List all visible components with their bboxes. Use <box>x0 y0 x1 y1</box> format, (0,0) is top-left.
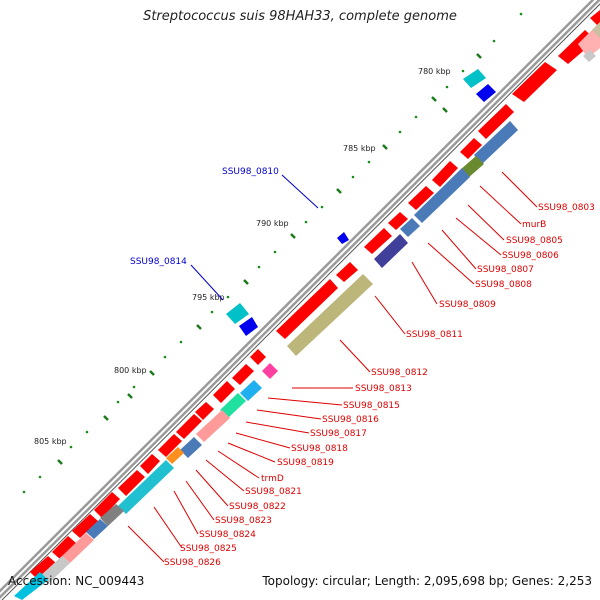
genome-summary-text: Topology: circular; Length: 2,095,698 bp… <box>262 574 592 588</box>
label-ssu98-0822: SSU98_0822 <box>229 502 286 512</box>
scale-label-780: 780 kbp <box>418 67 451 76</box>
label-ssu98-0816: SSU98_0816 <box>322 415 379 425</box>
scale-label-805: 805 kbp <box>34 437 67 446</box>
scale-ticks <box>57 53 482 465</box>
blue-feature-0814 <box>239 317 258 336</box>
scale-dots <box>22 12 523 494</box>
blue-feature-780 <box>476 84 496 102</box>
label-ssu98-0821: SSU98_0821 <box>245 487 302 497</box>
label-trmd: trmD <box>261 474 284 484</box>
label-ssu98-0814: SSU98_0814 <box>130 257 187 267</box>
cyan-feature-795 <box>226 303 249 324</box>
label-ssu98-0815: SSU98_0815 <box>343 401 400 411</box>
label-ssu98-0818: SSU98_0818 <box>291 444 348 454</box>
cyan-feature-780 <box>463 69 486 88</box>
cds-arrows <box>30 10 600 580</box>
label-ssu98-0819: SSU98_0819 <box>277 458 334 468</box>
label-ssu98-0817: SSU98_0817 <box>310 429 367 439</box>
label-ssu98-0824: SSU98_0824 <box>199 530 256 540</box>
outer-features <box>226 69 496 336</box>
label-ssu98-0812: SSU98_0812 <box>371 368 428 378</box>
label-ssu98-0809: SSU98_0809 <box>439 300 496 310</box>
scale-label-785: 785 kbp <box>343 144 376 153</box>
map-title: Streptococcus suis 98HAH33, complete gen… <box>143 9 457 24</box>
scale-label-795: 795 kbp <box>192 293 225 302</box>
label-ssu98-0826: SSU98_0826 <box>164 558 221 568</box>
label-ssu98-0803: SSU98_0803 <box>538 203 595 213</box>
label-ssu98-0810: SSU98_0810 <box>222 167 279 177</box>
scale-label-800: 800 kbp <box>114 366 147 375</box>
scale-label-790: 790 kbp <box>256 219 289 228</box>
label-ssu98-0813: SSU98_0813 <box>355 384 412 394</box>
label-ssu98-0825: SSU98_0825 <box>180 544 237 554</box>
label-murb: murB <box>522 220 546 230</box>
label-ssu98-0807: SSU98_0807 <box>477 265 534 275</box>
cog-bands <box>14 22 600 600</box>
blue-leaders <box>190 174 319 301</box>
accession-text: Accession: NC_009443 <box>8 574 145 588</box>
label-ssu98-0808: SSU98_0808 <box>475 280 532 290</box>
blue-feature-0810 <box>337 232 349 244</box>
red-leaders <box>127 171 538 563</box>
label-ssu98-0805: SSU98_0805 <box>506 236 563 246</box>
label-ssu98-0811: SSU98_0811 <box>406 330 463 340</box>
label-ssu98-0806: SSU98_0806 <box>502 251 559 261</box>
label-ssu98-0823: SSU98_0823 <box>215 516 272 526</box>
